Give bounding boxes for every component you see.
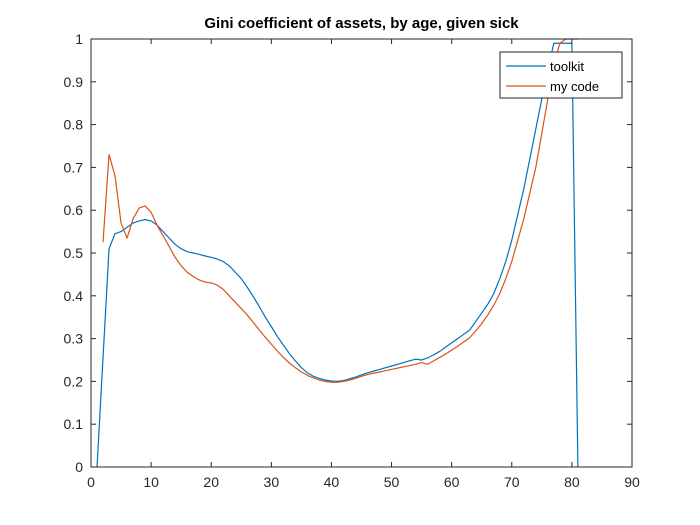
x-tick-label: 70 (504, 474, 520, 490)
y-tick-label: 0.4 (64, 288, 84, 304)
x-tick-label: 10 (143, 474, 159, 490)
plot-area (91, 39, 632, 467)
series-line-2 (102, 38, 578, 383)
chart-title: Gini coefficient of assets, by age, give… (204, 15, 519, 32)
x-tick-label: 40 (324, 474, 340, 490)
x-tick-label: 80 (564, 474, 580, 490)
y-tick-label: 0.9 (64, 74, 84, 90)
x-tick-label: 50 (384, 474, 400, 490)
x-tick-label: 30 (264, 474, 280, 490)
axes-layer: 0 10 20 30 40 50 60 70 80 90 0 0.1 0.2 0.3 0.4 0.5 0.6 0.… (64, 31, 640, 490)
y-tick-label: 1 (75, 31, 83, 47)
y-tick-label: 0 (75, 459, 83, 475)
y-tick-label: 0.3 (64, 331, 84, 347)
legend-box (499, 51, 623, 99)
legend[interactable]: toolkit my code (499, 51, 623, 99)
y-tick-label: 0.6 (64, 202, 84, 218)
x-tick-label: 90 (624, 474, 640, 490)
legend-label-2: my code (550, 79, 599, 94)
y-tick-label: 0.8 (64, 117, 84, 133)
x-tick-label: 20 (203, 474, 219, 490)
y-tick-label: 0.7 (64, 159, 84, 175)
y-tick-label: 0.5 (64, 245, 84, 261)
x-tick-label: 60 (444, 474, 460, 490)
y-tick-label: 0.2 (64, 373, 84, 389)
legend-label-1: toolkit (550, 59, 584, 74)
series-layer (96, 38, 579, 468)
x-tick-label: 0 (87, 474, 95, 490)
y-tick-label: 0.1 (64, 416, 84, 432)
series-line-1 (96, 42, 579, 468)
